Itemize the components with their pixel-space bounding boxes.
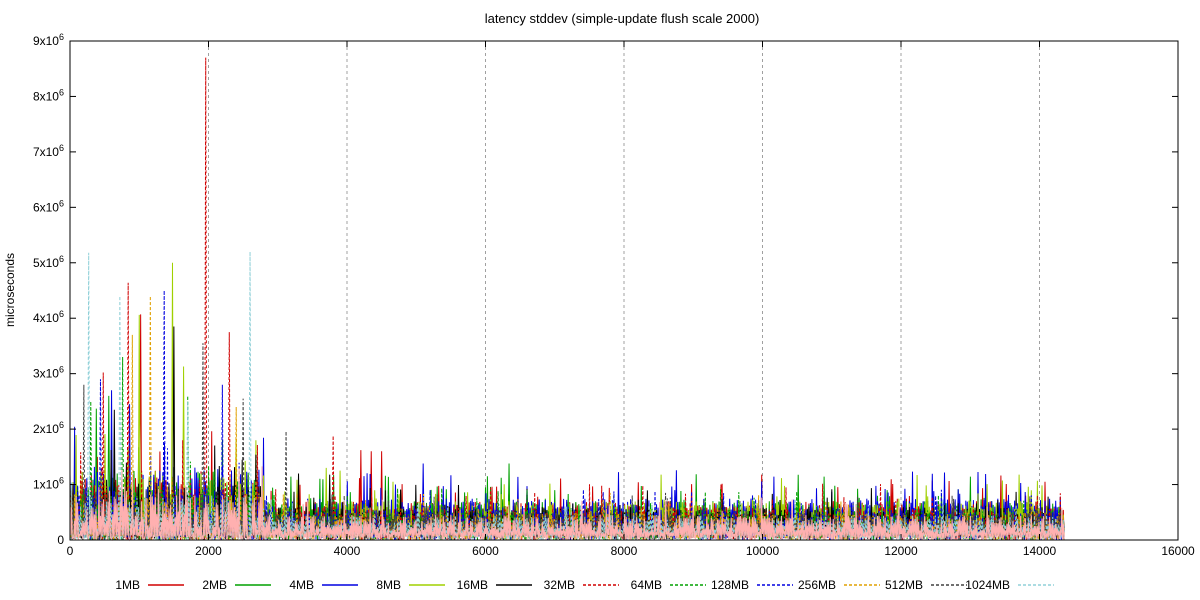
legend-label: 32MB [544, 578, 575, 592]
y-tick-label: 8x106 [33, 87, 64, 103]
series-spike [128, 404, 132, 541]
series-spike [172, 326, 176, 541]
series-spike [101, 372, 105, 541]
legend: 1MB 2MB 4MB 8MB 16MB 32MB 64MB 128MB 256MB 512MB 1… [115, 578, 1054, 592]
series-spike [284, 431, 288, 541]
y-tick-exponent: 6 [59, 420, 64, 430]
y-tick-label: 0 [57, 533, 64, 547]
series-spike [227, 332, 231, 541]
x-tick-label: 4000 [334, 544, 361, 558]
series-spike [148, 296, 152, 541]
x-tick-label: 8000 [611, 544, 638, 558]
series-spike [241, 398, 245, 541]
x-tick-label: 12000 [884, 544, 918, 558]
series-spike [118, 296, 122, 541]
x-tick-label: 2000 [195, 544, 222, 558]
legend-item: 2MB [202, 578, 271, 592]
x-tick-label: 10000 [746, 544, 780, 558]
legend-label: 2MB [202, 578, 227, 592]
y-tick-exponent: 6 [59, 87, 64, 97]
y-tick-label: 5x106 [33, 254, 64, 270]
series-spike [137, 314, 141, 541]
legend-label: 1024MB [965, 578, 1010, 592]
legend-item: 16MB [457, 578, 532, 592]
y-tick-exponent: 6 [59, 198, 64, 208]
legend-item: 1MB [115, 578, 184, 592]
series-unnamed [69, 466, 1065, 542]
series-spike [112, 409, 116, 541]
x-tick-label: 14000 [1023, 544, 1057, 558]
series-spike [162, 290, 166, 541]
legend-label: 1MB [115, 578, 140, 592]
series-spike [186, 395, 190, 541]
legend-item: 512MB [885, 578, 967, 592]
y-tick-label: 7x106 [33, 143, 64, 159]
y-tick-label: 6x106 [33, 198, 64, 214]
grid-lines [208, 41, 1040, 540]
series-trace [69, 466, 1065, 542]
x-tick-label: 16000 [1161, 544, 1195, 558]
legend-item: 256MB [798, 578, 880, 592]
legend-label: 512MB [885, 578, 923, 592]
x-tick-label: 0 [67, 544, 74, 558]
legend-item: 8MB [376, 578, 445, 592]
series-spike [186, 401, 190, 541]
series-spike [234, 406, 238, 541]
legend-label: 256MB [798, 578, 836, 592]
series-spike [126, 282, 130, 541]
y-tick-exponent: 6 [59, 365, 64, 375]
series-spike [130, 334, 134, 541]
series-spike [204, 57, 208, 541]
y-tick-exponent: 6 [59, 476, 64, 486]
y-tick-exponent: 6 [59, 309, 64, 319]
y-tick-label: 4x106 [33, 309, 64, 325]
series-spike [220, 384, 224, 541]
series-spike [296, 473, 301, 541]
series-spike [82, 384, 86, 541]
legend-item: 32MB [544, 578, 619, 592]
y-tick-label: 3x106 [33, 365, 64, 381]
y-tick-exponent: 6 [59, 32, 64, 42]
y-tick-label: 1x106 [33, 476, 64, 492]
legend-item: 64MB [631, 578, 706, 592]
legend-label: 8MB [376, 578, 401, 592]
series-spike [98, 379, 103, 541]
legend-label: 64MB [631, 578, 662, 592]
y-tick-exponent: 6 [59, 254, 64, 264]
x-tick-label: 6000 [472, 544, 499, 558]
legend-item: 128MB [711, 578, 793, 592]
y-axis-label: microseconds [3, 253, 17, 327]
series-spike [201, 343, 205, 541]
y-tick-label: 9x106 [33, 32, 64, 48]
series-group [69, 57, 1065, 542]
chart-title: latency stddev (simple-update flush scal… [485, 11, 760, 26]
legend-label: 4MB [289, 578, 314, 592]
series-spike [248, 251, 252, 541]
legend-label: 16MB [457, 578, 488, 592]
y-tick-label: 2x106 [33, 420, 64, 436]
series-spike [87, 252, 91, 541]
y-tick-exponent: 6 [59, 143, 64, 153]
legend-label: 128MB [711, 578, 749, 592]
legend-item: 4MB [289, 578, 358, 592]
legend-item: 1024MB [965, 578, 1054, 592]
axes: 0 2000 4000 6000 8000 10000 12000 14000 16000 0 1x… [33, 32, 1195, 558]
